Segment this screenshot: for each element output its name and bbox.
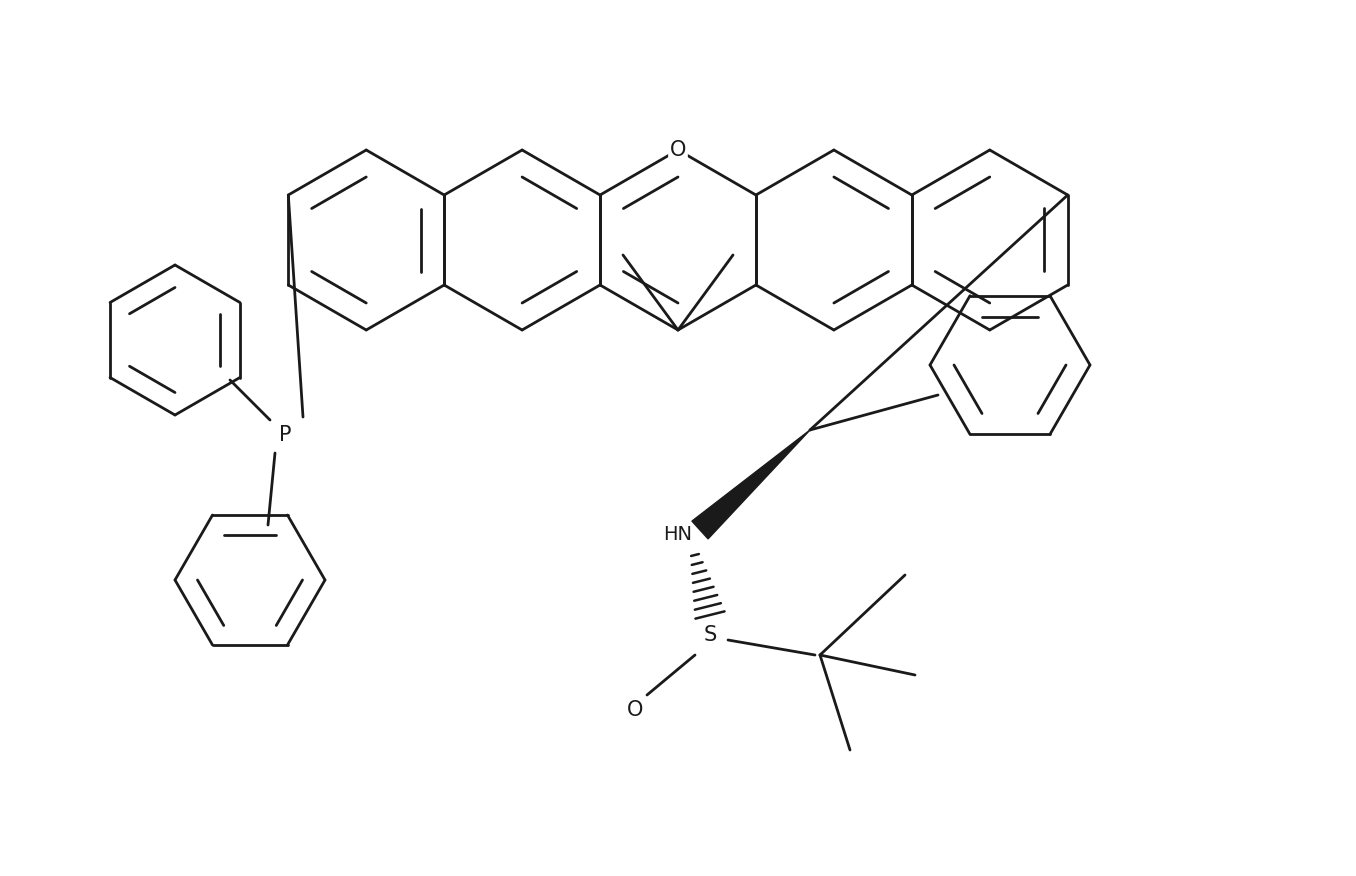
Polygon shape <box>692 430 810 539</box>
Text: HN: HN <box>663 526 693 545</box>
Text: P: P <box>279 425 292 445</box>
Text: O: O <box>626 700 643 720</box>
Text: S: S <box>704 625 716 645</box>
Text: O: O <box>670 140 686 160</box>
